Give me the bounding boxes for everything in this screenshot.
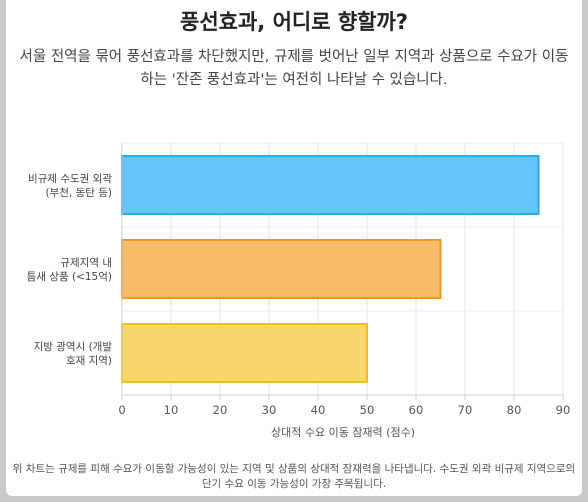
category-label-line: 틈새 상품 (<15억) <box>27 271 112 283</box>
chart-title: 풍선효과, 어디로 향할까? <box>180 10 408 34</box>
bar-chart: 0 10 20 30 40 50 60 70 80 90 비규제 수도권 외곽 (부천, 동탄 등)… <box>27 142 570 439</box>
x-tick-labels: 0 10 20 30 40 50 60 70 80 90 <box>118 403 570 417</box>
category-label-line: 호재 지역) <box>66 355 112 367</box>
x-tick-label: 20 <box>213 403 228 417</box>
bars <box>121 155 540 383</box>
x-tick-label: 40 <box>311 403 326 417</box>
bar <box>121 155 540 215</box>
category-label-line: 비규제 수도권 외곽 <box>28 173 112 185</box>
x-tick-label: 10 <box>164 403 179 417</box>
x-tick-label: 80 <box>507 403 522 417</box>
axes <box>121 143 564 400</box>
category-label: 비규제 수도권 외곽 (부천, 동탄 등) <box>28 173 112 199</box>
chart-subtitle: 서울 전역을 묶어 풍선효과를 차단했지만, 규제를 벗어난 일부 지역과 상품… <box>19 49 569 88</box>
chart-footnote: 위 차트는 규제를 피해 수요가 이동할 가능성이 있는 지역 및 상품의 상대… <box>12 463 576 490</box>
bar <box>121 239 442 299</box>
x-tick-label: 50 <box>360 403 375 417</box>
x-axis-title: 상대적 수요 이동 잠재력 (점수) <box>271 426 415 439</box>
x-tick-label: 0 <box>118 403 125 417</box>
category-label-line: 규제지역 내 <box>60 257 112 269</box>
category-label-line: (부천, 동탄 등) <box>45 187 112 199</box>
x-tick-label: 60 <box>409 403 424 417</box>
category-label-line: 지방 광역시 (개발 <box>34 341 113 353</box>
x-tick-label: 90 <box>556 403 571 417</box>
x-tick-label: 70 <box>458 403 473 417</box>
bar <box>121 323 368 383</box>
x-tick-label: 30 <box>262 403 277 417</box>
